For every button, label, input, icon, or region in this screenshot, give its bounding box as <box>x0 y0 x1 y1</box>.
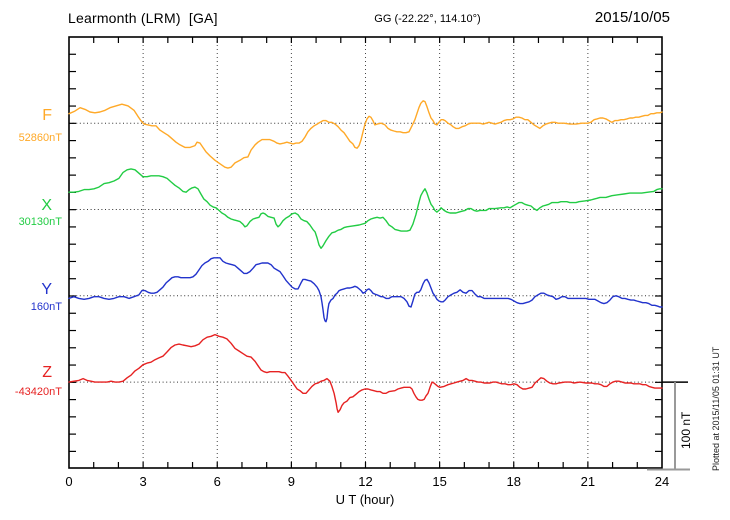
plotted-timestamp-note: Plotted at 2015/11/05 01:31 UT <box>711 346 721 471</box>
x-tick-label-18: 18 <box>506 474 521 489</box>
trace-baseline-Y: 160nT <box>30 301 62 313</box>
trace-baseline-X: 30130nT <box>18 216 62 228</box>
x-tick-label-24: 24 <box>654 474 670 489</box>
plot-date: 2015/10/05 <box>594 9 670 26</box>
trace-X <box>68 168 663 250</box>
trace-F <box>68 100 663 169</box>
trace-baseline-Z: -43420nT <box>14 386 62 398</box>
x-axis-title: U T (hour) <box>335 492 395 507</box>
x-tick-label-6: 6 <box>213 474 221 489</box>
trace-label-Z: Z <box>42 364 52 381</box>
x-tick-label-3: 3 <box>139 474 147 489</box>
x-tick-label-9: 9 <box>287 474 295 489</box>
trace-label-X: X <box>41 197 52 214</box>
trace-label-Y: Y <box>41 281 52 298</box>
geographic-coordinates: GG (-22.22°, 114.10°) <box>374 13 481 25</box>
station-title: Learmonth (LRM) [GA] <box>68 10 218 26</box>
trace-baseline-F: 52860nT <box>18 132 62 144</box>
scale-bar-label: 100 nT <box>679 411 693 449</box>
trace-Y <box>68 257 663 323</box>
x-tick-label-15: 15 <box>432 474 447 489</box>
plot-border <box>68 36 663 469</box>
x-tick-label-21: 21 <box>580 474 596 489</box>
x-tick-label-12: 12 <box>358 474 373 489</box>
x-tick-label-0: 0 <box>65 474 73 489</box>
trace-label-F: F <box>42 107 52 124</box>
trace-Z <box>68 333 663 413</box>
